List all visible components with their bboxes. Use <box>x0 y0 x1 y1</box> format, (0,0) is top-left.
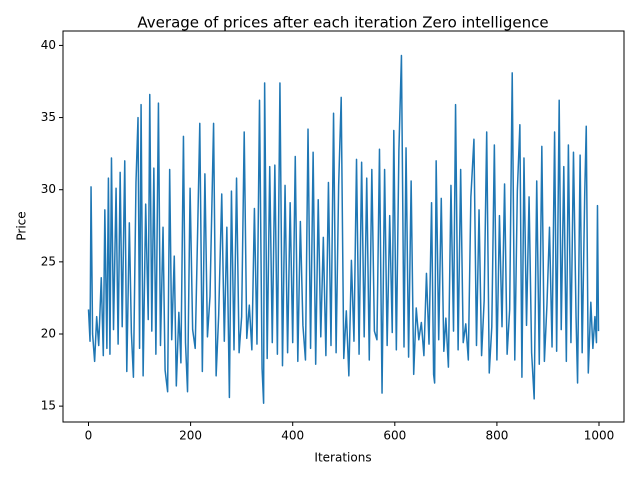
y-tick-label: 15 <box>41 399 56 413</box>
x-tick-label: 800 <box>485 429 508 443</box>
y-tick-label: 35 <box>41 110 56 124</box>
y-tick-label: 40 <box>41 38 56 52</box>
y-tick-label: 20 <box>41 326 56 340</box>
x-tick-label: 400 <box>281 429 304 443</box>
x-tick-label: 0 <box>85 429 93 443</box>
axes-frame <box>62 30 625 423</box>
y-tick-label: 25 <box>41 254 56 268</box>
line-series <box>87 54 600 404</box>
x-tick-label: 600 <box>383 429 406 443</box>
y-tick-label: 30 <box>41 182 56 196</box>
y-axis-label: Price <box>15 211 29 240</box>
chart-title: Average of prices after each iteration Z… <box>137 14 548 32</box>
x-axis-label: Iterations <box>314 451 371 465</box>
x-tick-label: 200 <box>179 429 202 443</box>
x-tick-label: 1000 <box>584 429 615 443</box>
